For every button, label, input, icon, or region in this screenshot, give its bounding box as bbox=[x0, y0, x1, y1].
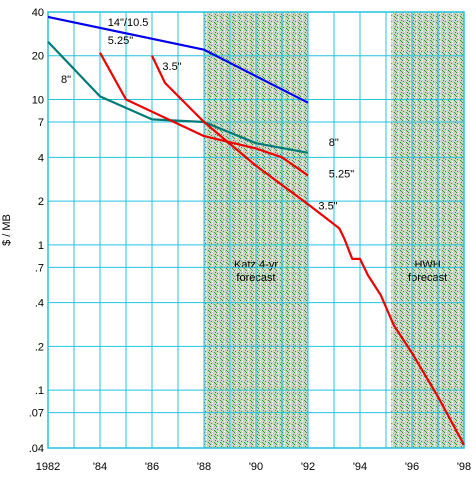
x-tick-label: 1982 bbox=[36, 461, 60, 473]
series-annotation-2: 5.25" bbox=[108, 35, 133, 47]
forecast-region-label-line: forecast bbox=[408, 272, 447, 284]
series-annotation-6: 3.5" bbox=[318, 201, 337, 213]
forecast-region-label-1: HWH forecast bbox=[408, 259, 447, 284]
y-tick-label: .1 bbox=[35, 385, 44, 397]
x-tick-label: '86 bbox=[145, 461, 159, 473]
series-line-2 bbox=[99, 52, 309, 177]
y-tick-label: .04 bbox=[29, 443, 44, 455]
x-tick-label: '94 bbox=[353, 461, 367, 473]
x-tick-label: '98 bbox=[457, 461, 471, 473]
series-annotation-3: 3.5" bbox=[162, 61, 181, 73]
y-axis-label: $ / MB bbox=[1, 214, 13, 246]
y-tick-label: .07 bbox=[29, 408, 44, 420]
x-tick-label: '90 bbox=[249, 461, 263, 473]
x-tick-label: '84 bbox=[93, 461, 107, 473]
y-tick-label: 10 bbox=[32, 94, 44, 106]
forecast-region-label-line: HWH bbox=[414, 259, 440, 271]
y-tick-label: .4 bbox=[35, 298, 44, 310]
series-annotation-1: 8" bbox=[61, 74, 71, 86]
forecast-region-1 bbox=[391, 12, 464, 448]
y-tick-label: .7 bbox=[35, 262, 44, 274]
series-line-1 bbox=[47, 40, 309, 154]
y-tick-label: 2 bbox=[38, 196, 44, 208]
plot-frame bbox=[47, 11, 465, 449]
y-tick-label: 1 bbox=[38, 240, 44, 252]
series-line-0 bbox=[47, 15, 309, 104]
series-annotation-0: 14"/10.5 bbox=[108, 17, 149, 29]
y-tick-label: .2 bbox=[35, 341, 44, 353]
y-tick-label: 40 bbox=[32, 7, 44, 19]
x-tick-label: '88 bbox=[197, 461, 211, 473]
y-tick-label: 4 bbox=[38, 152, 44, 164]
y-tick-label: 20 bbox=[32, 51, 44, 63]
series-annotation-4: 8" bbox=[329, 137, 339, 149]
series-annotation-5: 5.25" bbox=[329, 169, 354, 181]
y-tick-label: 7 bbox=[38, 117, 44, 129]
x-tick-label: '92 bbox=[301, 461, 315, 473]
series-line-3 bbox=[151, 55, 465, 446]
x-tick-label: '96 bbox=[405, 461, 419, 473]
